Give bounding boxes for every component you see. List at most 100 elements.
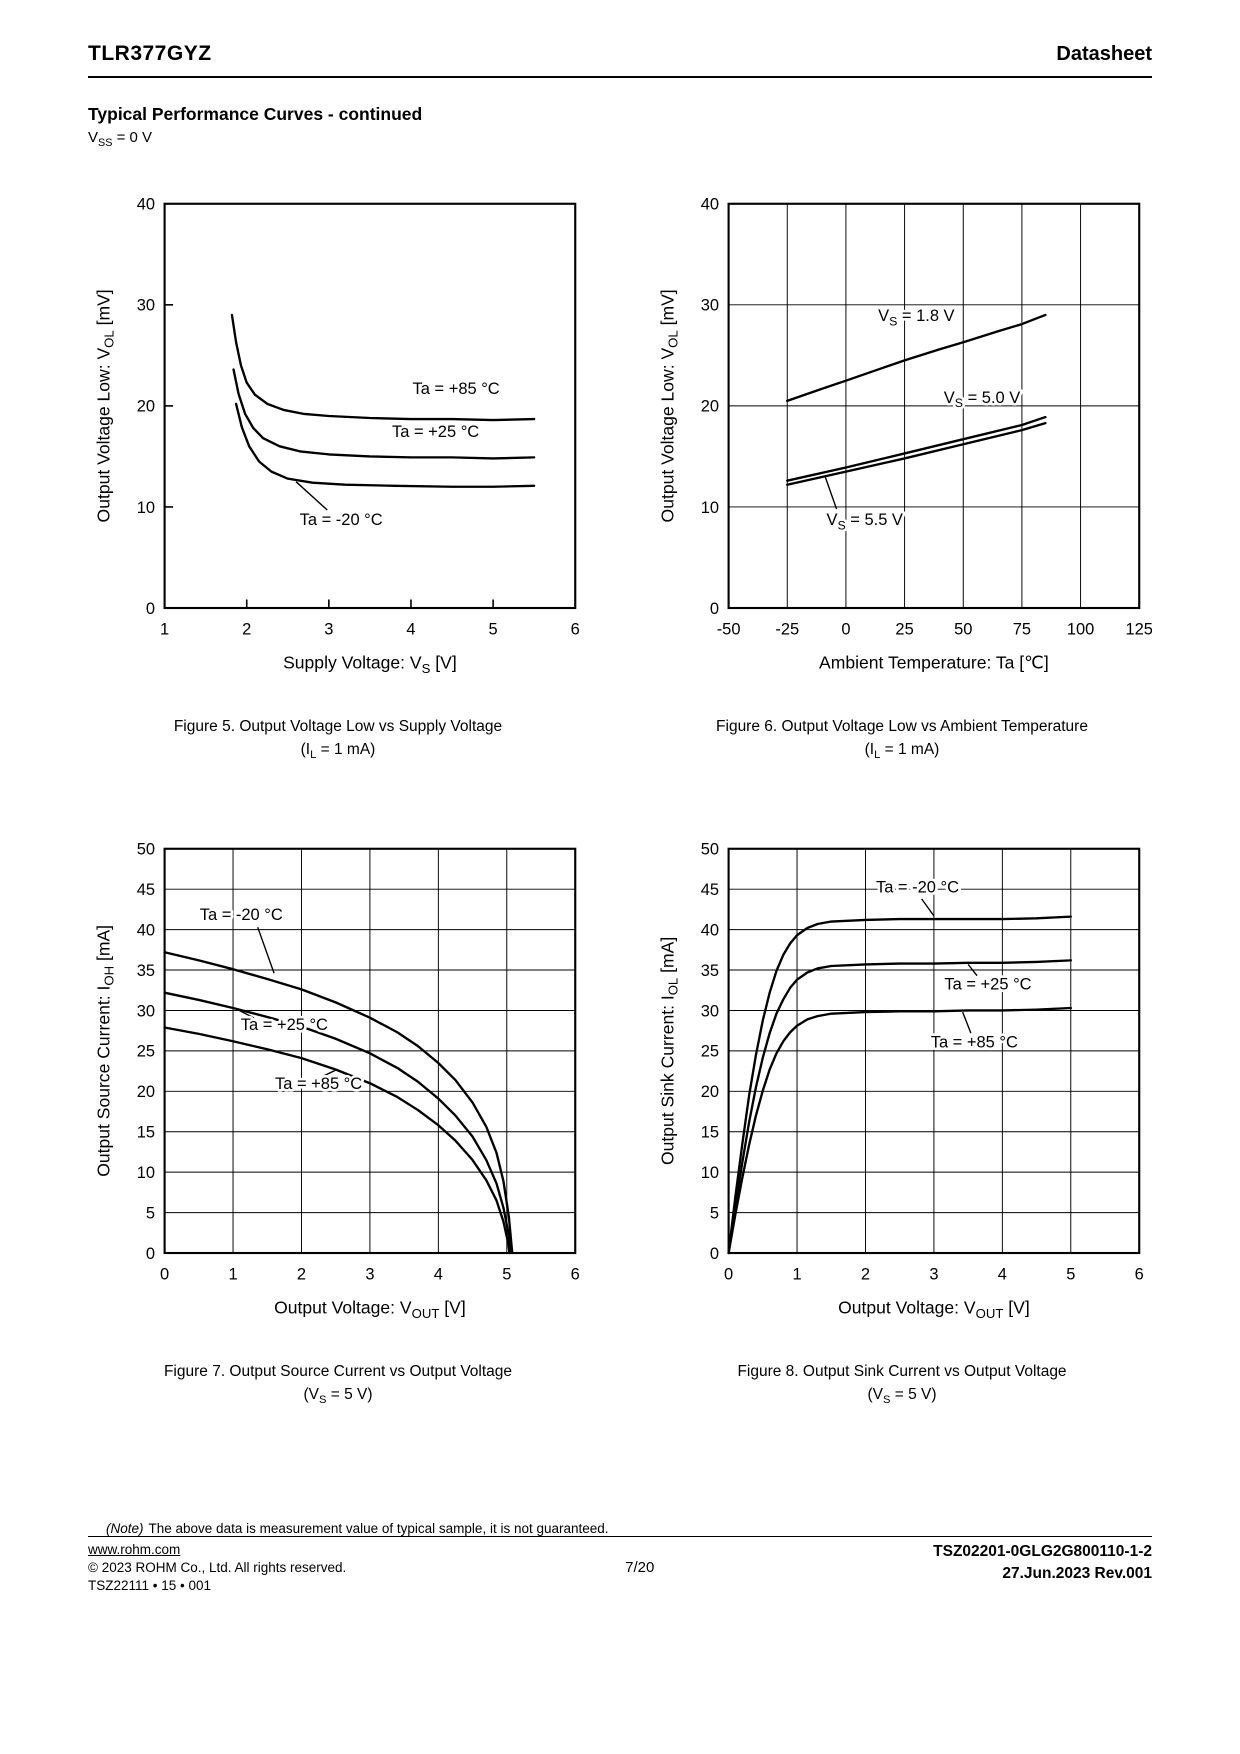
footer-right: TSZ02201-0GLG2G800110-1-2 27.Jun.2023 Re… xyxy=(933,1541,1152,1594)
curve-label: Ta = +25 °C xyxy=(944,975,1031,993)
annotation-leader xyxy=(967,963,978,977)
x-tick-label: 100 xyxy=(1067,621,1094,639)
y-tick-label: 10 xyxy=(137,499,155,517)
annotation-leader xyxy=(323,1068,338,1077)
y-tick-label: 0 xyxy=(710,600,719,618)
note-label: (Note) xyxy=(106,1520,144,1536)
y-tick-label: 30 xyxy=(701,1002,719,1020)
x-axis-title: Supply Voltage: VS [V] xyxy=(283,653,457,676)
y-tick-label: 25 xyxy=(137,1043,155,1061)
figure-8-caption: Figure 8. Output Sink Current vs Output … xyxy=(652,1360,1152,1409)
section-title: Typical Performance Curves - continued xyxy=(88,104,423,124)
series-curve xyxy=(727,915,1072,1255)
x-tick-label: 5 xyxy=(502,1266,511,1284)
annotation-leader xyxy=(295,481,328,511)
x-tick-label: 0 xyxy=(724,1266,733,1284)
x-tick-label: 4 xyxy=(406,621,415,639)
y-tick-label: 0 xyxy=(146,1245,155,1263)
fig6-plot: -50 -25 0 25 50 75 100 125 0 10 20 30 40 Ambient Temp… xyxy=(657,196,1152,673)
x-tick-label: 2 xyxy=(242,621,251,639)
charts-grid: 1 2 3 4 5 6 0 10 20 30 40 Supply Voltage: VS [V] Out… xyxy=(88,191,1152,1409)
y-tick-label: 35 xyxy=(701,962,719,980)
series-curve xyxy=(727,959,1072,1255)
plot-frame xyxy=(163,202,577,610)
curve-label: Ta = +25 °C xyxy=(241,1016,328,1034)
x-tick-label: 6 xyxy=(1135,1266,1144,1284)
series-curve xyxy=(727,1006,1072,1255)
y-tick-label: 15 xyxy=(137,1124,155,1142)
x-tick-label: 3 xyxy=(365,1266,374,1284)
page-number: 7/20 xyxy=(625,1559,655,1577)
curve-label: Ta = -20 °C xyxy=(876,878,959,896)
y-tick-label: 50 xyxy=(701,841,719,859)
x-tick-label: 75 xyxy=(1013,621,1031,639)
doc-type-label: Datasheet xyxy=(1056,43,1152,65)
x-tick-label: 0 xyxy=(841,621,850,639)
plot-frame xyxy=(163,847,577,1255)
y-tick-label: 30 xyxy=(137,1002,155,1020)
note: (Note) The above data is measurement valu… xyxy=(106,1521,1152,1536)
figure-8-caption-title: Figure 8. Output Sink Current vs Output … xyxy=(737,1362,1067,1380)
y-tick-label: 40 xyxy=(137,921,155,939)
series-curve xyxy=(230,313,536,422)
revision-date: 27.Jun.2023 Rev.001 xyxy=(1002,1564,1152,1582)
x-tick-label: 25 xyxy=(895,621,913,639)
page-footer: www.rohm.com © 2023 ROHM Co., Ltd. All r… xyxy=(88,1535,1152,1594)
copyright-text: © 2023 ROHM Co., Ltd. All rights reserve… xyxy=(88,1559,347,1575)
curve-label: Ta = +85 °C xyxy=(275,1075,362,1093)
y-tick-label: 30 xyxy=(137,297,155,315)
test-condition: VSS = 0 V xyxy=(88,129,153,149)
curve-label: Ta = -20 °C xyxy=(300,511,383,529)
y-axis-title: Output Voltage Low: VOL [mV] xyxy=(657,289,680,522)
y-tick-label: 50 xyxy=(137,841,155,859)
y-tick-label: 20 xyxy=(701,1083,719,1101)
y-axis-title: Output Voltage Low: VOL [mV] xyxy=(93,289,116,522)
y-tick-label: 0 xyxy=(710,1245,719,1263)
y-tick-label: 40 xyxy=(701,196,719,214)
fig5-plot: 1 2 3 4 5 6 0 10 20 30 40 Supply Voltage: VS [V] Out… xyxy=(93,196,580,676)
y-tick-label: 45 xyxy=(137,881,155,899)
y-tick-label: 40 xyxy=(701,921,719,939)
x-tick-label: 1 xyxy=(792,1266,801,1284)
y-tick-label: 35 xyxy=(137,962,155,980)
figure-8: 0 1 2 3 4 5 6 0 5 10 15 20 25 30 35 40 45 50 Output Voltag… xyxy=(652,836,1152,1409)
y-tick-label: 25 xyxy=(701,1043,719,1061)
curve-label: VS = 1.8 V xyxy=(878,307,954,328)
page-header: TLR377GYZ Datasheet xyxy=(88,42,1152,78)
y-axis-title: Output Sink Current: IOL [mA] xyxy=(657,937,680,1165)
x-tick-label: 2 xyxy=(297,1266,306,1284)
x-axis-title: Ambient Temperature: Ta [℃] xyxy=(819,653,1049,673)
x-tick-label: 4 xyxy=(998,1266,1007,1284)
y-tick-label: 30 xyxy=(701,297,719,315)
curve-label: VS = 5.5 V xyxy=(826,511,902,532)
footer-doc-code: TSZ22111 • 15 • 001 xyxy=(88,1577,212,1593)
plot-frame xyxy=(727,847,1141,1255)
annotation-leader xyxy=(824,475,838,510)
series-curve xyxy=(163,991,513,1255)
figure-7-caption-title: Figure 7. Output Source Current vs Outpu… xyxy=(163,1362,513,1380)
annotation-leader xyxy=(921,898,935,917)
x-tick-label: 1 xyxy=(228,1266,237,1284)
figure-5-caption-condition: (IL = 1 mA) xyxy=(300,741,376,762)
x-tick-label: 2 xyxy=(861,1266,870,1284)
x-tick-label: -25 xyxy=(775,621,799,639)
series-curve xyxy=(786,421,1047,486)
series-curve xyxy=(234,402,536,488)
series-curve xyxy=(786,415,1047,482)
y-tick-label: 0 xyxy=(146,600,155,618)
x-tick-label: 5 xyxy=(489,621,498,639)
x-tick-label: 3 xyxy=(929,1266,938,1284)
figure-5-caption: Figure 5. Output Voltage Low vs Supply V… xyxy=(88,715,588,764)
y-tick-label: 10 xyxy=(137,1164,155,1182)
series-curve xyxy=(786,313,1047,403)
curve-label: Ta = +85 °C xyxy=(413,380,500,398)
annotation-leader xyxy=(234,1007,254,1019)
y-tick-label: 5 xyxy=(710,1204,719,1222)
y-tick-label: 20 xyxy=(137,1083,155,1101)
rohm-website-link[interactable]: www.rohm.com xyxy=(88,1541,181,1557)
note-text: The above data is measurement value of t… xyxy=(148,1520,609,1536)
series-curve xyxy=(163,1026,511,1255)
curve-label: Ta = +85 °C xyxy=(931,1034,1018,1052)
